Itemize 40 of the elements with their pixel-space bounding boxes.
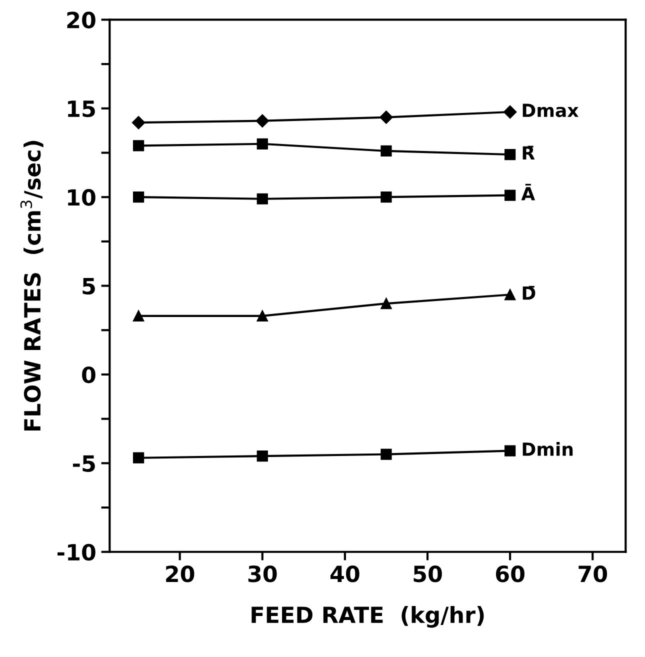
point <box>256 310 268 322</box>
point <box>132 116 146 130</box>
point <box>504 190 516 201</box>
point <box>256 138 268 150</box>
x-tick-label: 70 <box>578 565 608 582</box>
series-label: Ā <box>521 184 536 200</box>
point <box>256 114 269 128</box>
series-label: D̄ <box>522 286 536 300</box>
y-tick-label: -5 <box>72 455 95 472</box>
x-tick-label: 20 <box>166 565 194 582</box>
y-tick-label: -10 <box>58 544 96 561</box>
point <box>380 448 392 460</box>
x-axis-title: FEED RATE (kg/hr) <box>252 606 484 628</box>
x-tick-label: 50 <box>414 565 442 582</box>
point <box>380 298 392 310</box>
series-label: Dmin <box>522 442 573 456</box>
point <box>504 289 516 300</box>
point <box>504 148 516 160</box>
x-tick-label: 30 <box>248 565 277 582</box>
y-tick-label: 10 <box>68 189 96 206</box>
point <box>132 140 144 152</box>
point <box>503 105 517 119</box>
series-label: Dmax <box>522 104 579 118</box>
series-label: R̄ <box>522 146 535 160</box>
y-tick-label: 20 <box>67 12 96 28</box>
point <box>256 450 268 462</box>
x-tick-label: 60 <box>496 565 524 582</box>
y-axis-title: FLOW RATES (cm$^{3}$/sec) <box>20 140 44 431</box>
y-tick-label: 5 <box>82 278 95 295</box>
point <box>132 310 144 322</box>
point <box>504 445 516 456</box>
point <box>256 193 268 204</box>
point <box>380 192 392 203</box>
point <box>380 145 392 157</box>
y-tick-label: 0 <box>82 366 96 384</box>
point <box>380 110 393 124</box>
y-tick-label: 15 <box>68 100 95 118</box>
point <box>132 452 144 464</box>
x-tick-label: 40 <box>330 565 360 582</box>
point <box>132 192 144 203</box>
